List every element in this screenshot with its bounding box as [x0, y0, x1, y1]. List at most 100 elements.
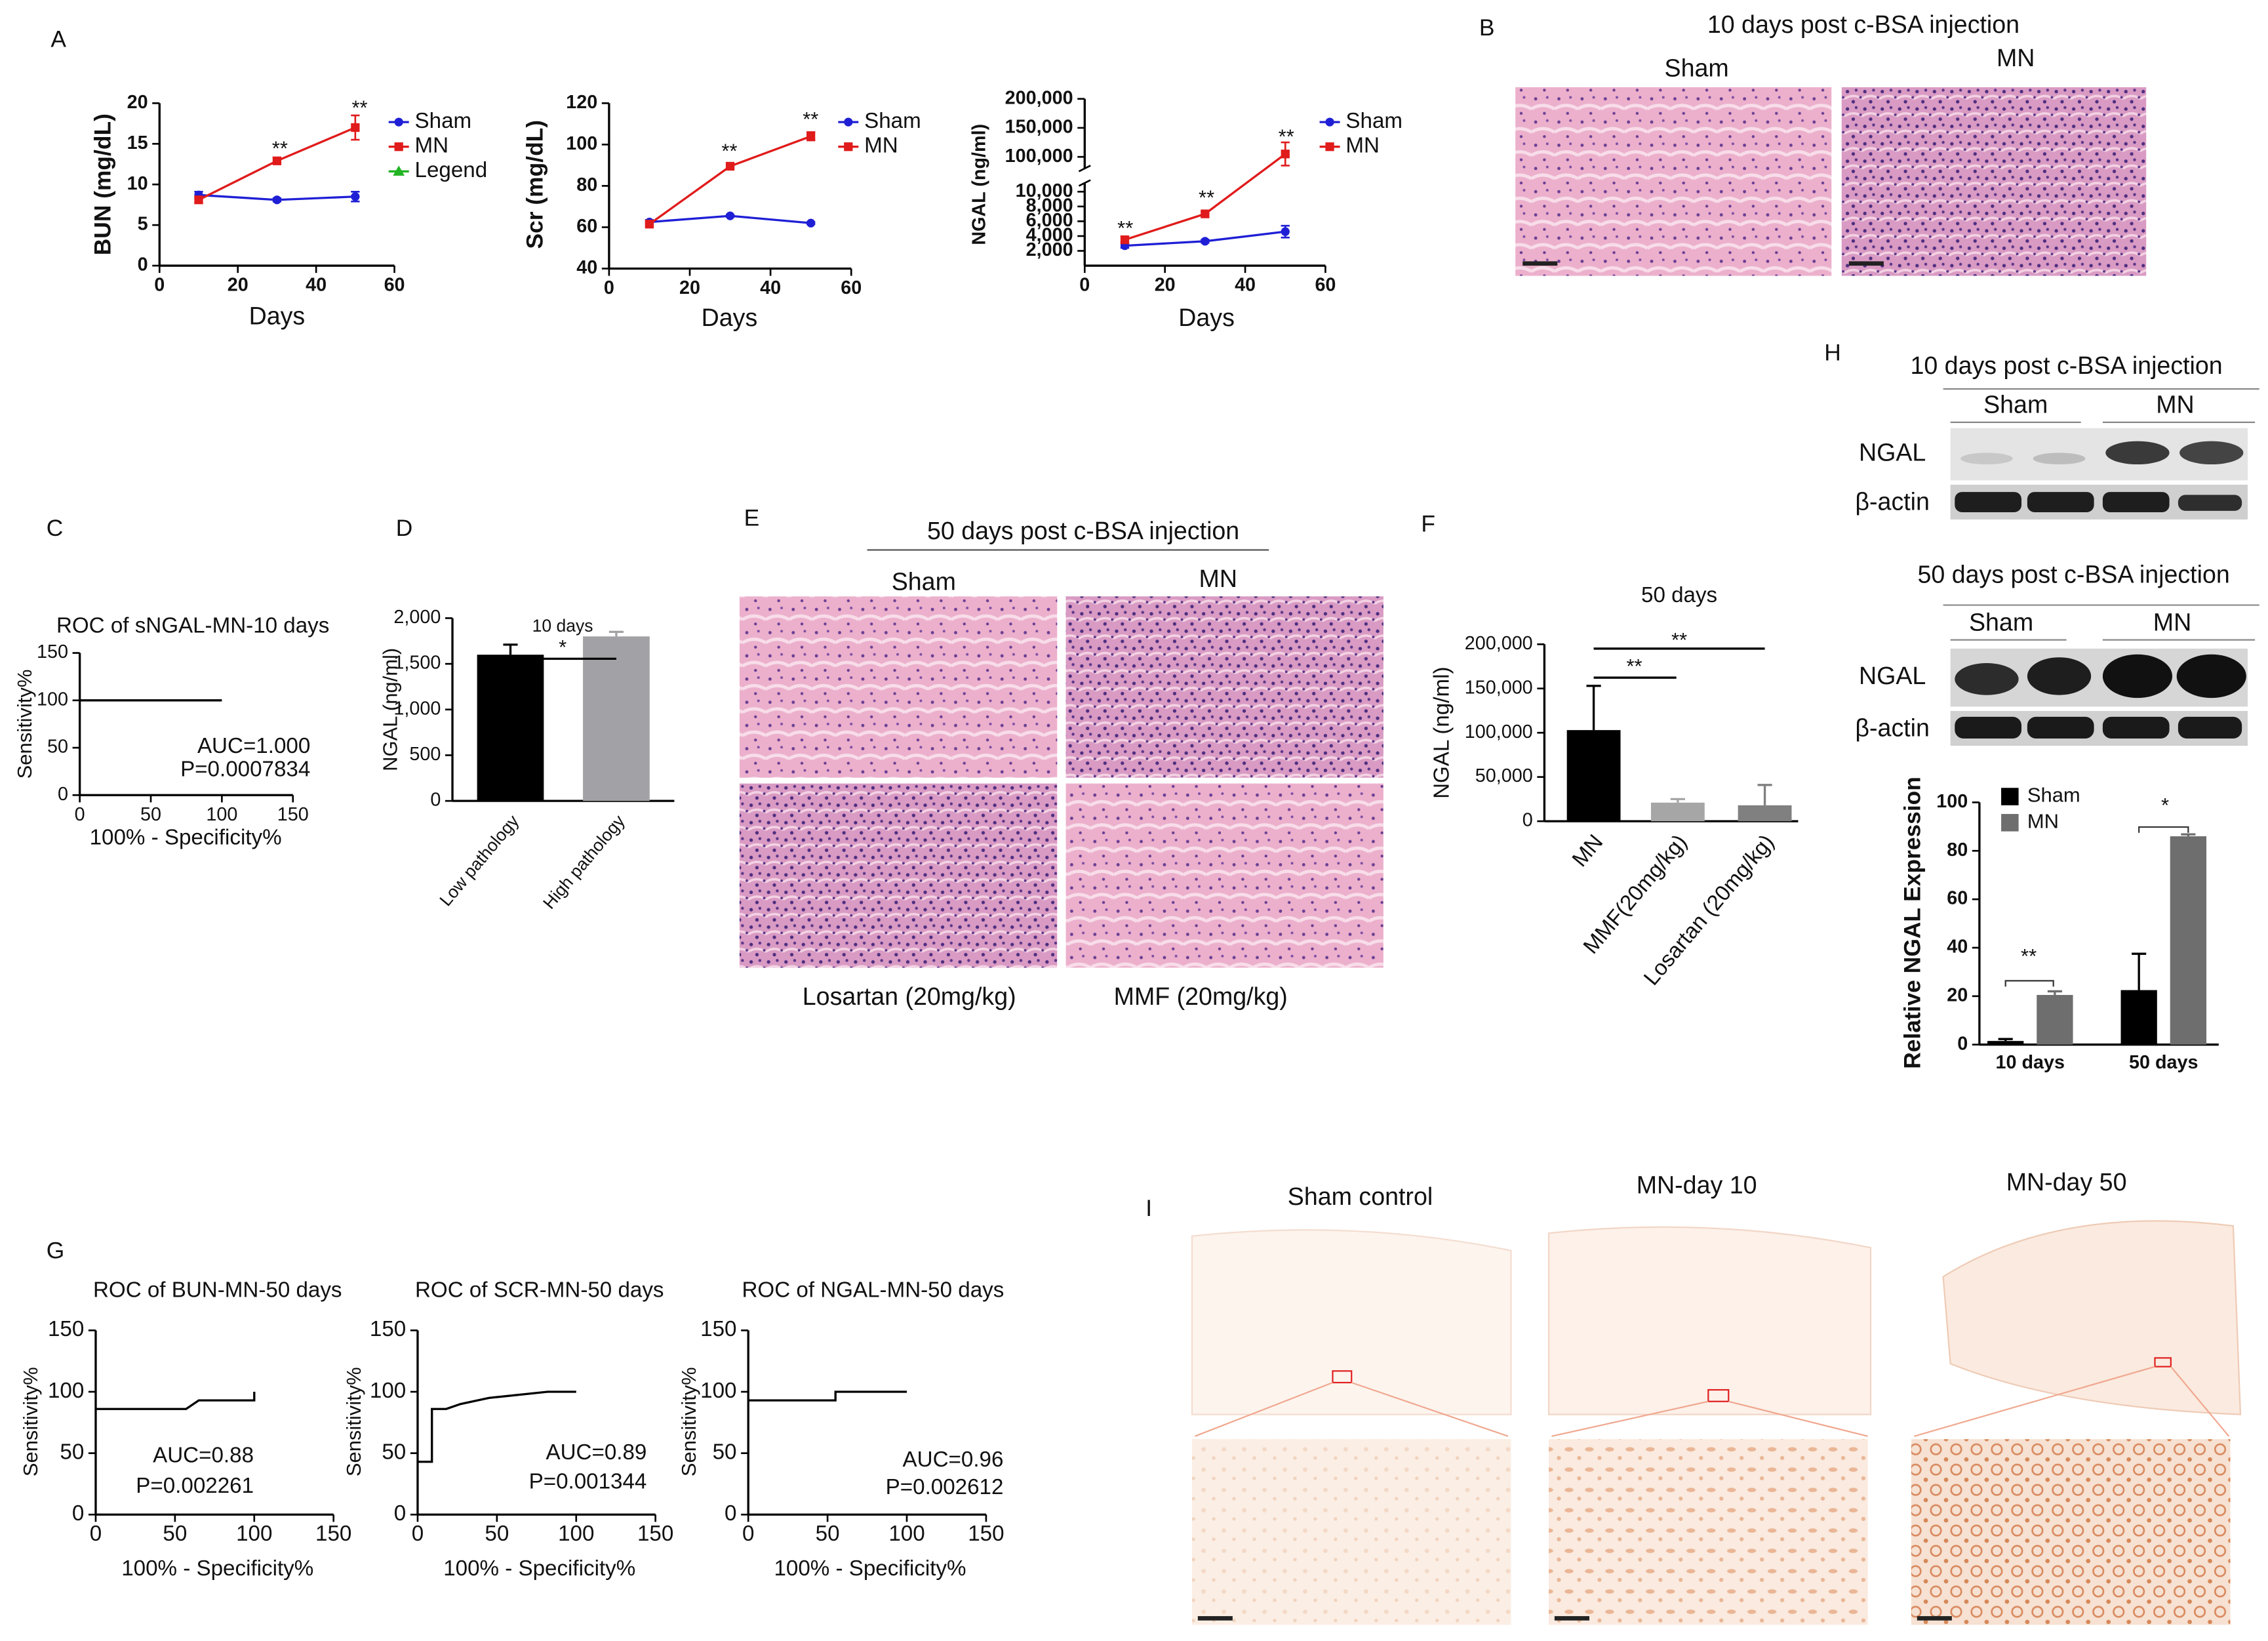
error-bar	[2181, 833, 2196, 837]
scale-bar	[1197, 1616, 1233, 1621]
marker	[725, 161, 735, 171]
ihc-image	[1191, 1439, 1511, 1625]
column-label: Sham	[1665, 54, 1729, 81]
y-tick-label: 1,000	[393, 698, 441, 719]
x-tick-label: 100	[558, 1522, 594, 1546]
annotation: AUC=0.88	[153, 1444, 254, 1468]
y-tick-label: 20	[1947, 984, 1968, 1005]
annotation: AUC=1.000	[197, 734, 310, 758]
x-tick-label: 50	[140, 804, 161, 825]
x-tick-label: 150	[315, 1522, 351, 1546]
marker	[194, 195, 203, 205]
y-tick-label: 0	[58, 784, 68, 805]
band	[2179, 441, 2244, 465]
panel-title: 50 days post c-BSA injection	[927, 517, 1239, 544]
y-tick-label: 120	[566, 92, 597, 113]
y-tick-label: 20	[127, 92, 148, 113]
panel-label: I	[1145, 1196, 1152, 1221]
legend-label: Legend	[415, 158, 488, 182]
y-tick-label: 8,000	[1026, 195, 1073, 216]
y-axis-label: Relative NGAL Expression	[1900, 777, 1926, 1069]
axis-break	[1078, 165, 1091, 187]
x-tick-label: 20	[1155, 275, 1176, 296]
annotation: **	[721, 140, 737, 163]
chart-title: 50 days	[1641, 583, 1717, 607]
x-tick-label: 60	[841, 277, 862, 298]
y-tick-label: 100	[48, 1379, 84, 1403]
y-axis-label: Sensitivity%	[342, 1367, 365, 1476]
zoom-box	[1332, 1370, 1353, 1384]
y-tick-label: 0	[1957, 1033, 1968, 1054]
annotation: **	[1199, 186, 1214, 209]
column-label: MMF (20mg/kg)	[1114, 983, 1288, 1010]
y-tick-label: 100	[700, 1379, 736, 1403]
y-tick-label: 0	[1522, 810, 1533, 831]
scale-bar	[1917, 1616, 1952, 1621]
x-axis-label: Days	[702, 304, 758, 331]
legend-marker	[393, 165, 405, 176]
y-tick-label: 0	[725, 1501, 736, 1526]
y-axis-label: Sensitivity%	[13, 669, 36, 779]
annotation: **	[1671, 628, 1687, 651]
annotation: **	[803, 108, 818, 131]
x-axis-label: Days	[249, 302, 306, 330]
error-bar	[1757, 784, 1772, 805]
legend-marker	[394, 117, 403, 127]
legend-swatch	[2001, 814, 2019, 832]
legend-label: MN	[415, 133, 449, 157]
x-axis-label: 100% - Specificity%	[443, 1556, 635, 1581]
x-tick-label: 0	[1079, 275, 1090, 296]
marker	[272, 156, 282, 165]
y-tick-label: 150	[370, 1317, 406, 1341]
band	[1960, 453, 2013, 465]
panel-title: 10 days post c-BSA injection	[1707, 10, 2019, 38]
band	[2027, 716, 2094, 739]
y-tick-label: 15	[127, 132, 148, 153]
x-tick-label: 60	[384, 275, 405, 296]
column-label: Sham control	[1288, 1183, 1433, 1210]
y-axis-label: BUN (mg/dL)	[90, 113, 116, 255]
x-tick-label: 10 days	[1996, 1052, 2065, 1073]
band	[2102, 654, 2173, 699]
x-axis-label: 100% - Specificity%	[90, 825, 282, 849]
bar	[1987, 1041, 2024, 1045]
y-tick-label: 150	[48, 1317, 84, 1341]
y-tick-label: 50,000	[1475, 765, 1533, 786]
band	[2102, 492, 2170, 513]
column-label: MN	[1997, 44, 2035, 71]
row-label: β-actin	[1855, 714, 1930, 742]
bar	[2037, 994, 2073, 1045]
legend-label: Sham	[864, 109, 921, 133]
y-tick-label: 10,000	[1016, 180, 1073, 201]
y-tick-label: 40	[1947, 937, 1968, 958]
y-tick-label: 50	[713, 1440, 737, 1464]
annotation: AUC=0.89	[546, 1440, 647, 1465]
band	[2105, 441, 2170, 465]
ihc-image	[1911, 1439, 2231, 1625]
y-axis-label: NGAL (ng/ml)	[969, 124, 990, 245]
significance-bracket	[2004, 980, 2054, 987]
x-axis-label: Days	[1178, 304, 1235, 331]
x-tick-label: 40	[760, 277, 781, 298]
y-tick-label: 100	[566, 133, 597, 154]
group-label: MN	[2153, 608, 2191, 636]
legend-label: MN	[2027, 809, 2059, 832]
series-line	[748, 1390, 907, 1402]
column-label: MN-day 50	[2006, 1168, 2127, 1196]
y-tick-label: 60	[1947, 888, 1968, 909]
x-tick-label: 40	[1235, 275, 1256, 296]
annotation: **	[1626, 655, 1642, 678]
legend-label: Sham	[415, 109, 472, 133]
x-tick-label: 100	[206, 804, 237, 825]
y-tick-label: 100	[1936, 791, 1968, 812]
y-tick-label: 4,000	[1026, 225, 1073, 246]
x-axis-label: 100% - Specificity%	[774, 1556, 966, 1581]
x-tick-label: 60	[1315, 275, 1336, 296]
x-tick-label: 0	[742, 1522, 754, 1546]
bar	[2170, 836, 2207, 1045]
bar	[1738, 805, 1792, 822]
legend-marker	[844, 117, 853, 127]
y-tick-label: 5	[138, 214, 148, 235]
annotation: **	[2021, 944, 2037, 967]
